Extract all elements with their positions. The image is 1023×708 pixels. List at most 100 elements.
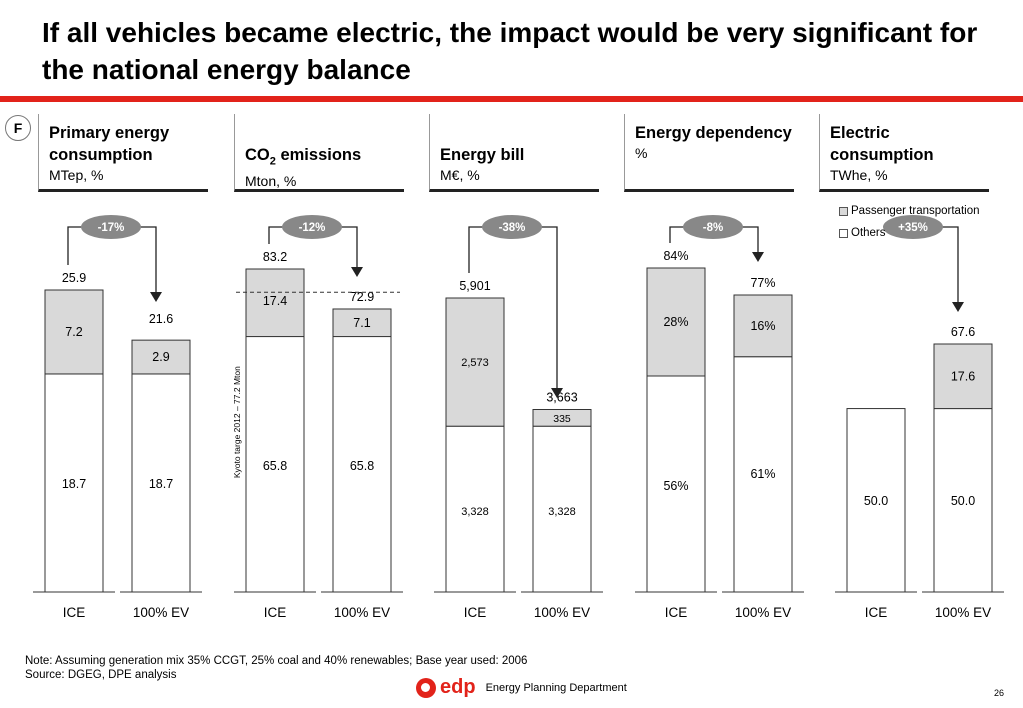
category-label: ICE [63,605,86,620]
panel-header-energy-bill: Energy bill M€, % [429,114,599,192]
category-label: 100% EV [935,605,991,620]
change-connector [468,226,484,273]
note-text: Note: Assuming generation mix 35% CCGT, … [25,655,528,667]
kyoto-reference-label: Kyoto targe 2012 – 77.2 Mton [232,366,242,478]
data-label-others: 50.0 [864,494,888,508]
total-label: 5,901 [459,279,490,293]
bar-others [332,336,392,593]
change-label: -38% [499,222,526,234]
change-arrow-shaft [941,226,959,303]
change-arrow-shaft [340,226,358,268]
category-label: ICE [865,605,888,620]
page-number: 26 [994,688,1005,698]
total-label: 21.6 [149,312,173,326]
change-arrow-head [351,267,363,277]
data-label-passenger: 7.1 [353,316,370,330]
data-label-others: 56% [663,479,688,493]
panel-title: Primary energy consumption [49,124,170,164]
bar-passenger [646,267,706,377]
bar-others [646,375,706,593]
panel-title: CO2 emissions [245,146,362,168]
total-label: 83.2 [263,250,287,264]
category-label: ICE [464,605,487,620]
category-label: 100% EV [534,605,590,620]
change-pill [282,215,342,239]
title-red-rule [0,96,1023,102]
data-label-others: 18.7 [149,477,173,491]
slide-title: If all vehicles became electric, the imp… [42,17,978,85]
legend-swatch-grey [839,206,848,216]
department-name: Energy Planning Department [485,681,627,694]
panel-header-energy-dependency: Energy dependency % [624,114,794,192]
category-label: ICE [665,605,688,620]
change-label: -17% [98,222,125,234]
total-label: 84% [663,249,688,263]
bar-others [445,425,505,593]
data-label-passenger: 28% [663,315,688,329]
change-label: -8% [703,222,723,234]
change-pill [482,215,542,239]
data-label-passenger: 2.9 [152,350,169,364]
change-connector [67,226,83,265]
change-connector [268,226,284,244]
data-label-passenger: 17.4 [263,294,287,308]
legend-item-others: Others [839,222,980,244]
panel-title: Energy bill [440,146,525,164]
bar-passenger [532,409,592,427]
bar-passenger [44,289,104,375]
data-label-passenger: 17.6 [951,369,975,383]
change-arrow-head [752,252,764,262]
data-label-passenger: 2,573 [461,357,489,369]
legend-item-passenger: Passenger transportation [839,200,980,222]
panel-unit: TWhe, % [830,167,888,183]
change-pill [683,215,743,239]
change-pill [81,215,141,239]
legend: Passenger transportation Others [839,200,980,244]
legend-label: Others [851,227,886,239]
bar-passenger [733,294,793,358]
change-arrow-shaft [540,226,558,389]
panel-header-co2: CO2 emissions Mton, % [234,114,404,192]
footer-brand: edp Energy Planning Department [416,676,627,699]
data-label-others: 65.8 [263,459,287,473]
bar-passenger [332,308,392,338]
legend-label: Passenger transportation [851,205,980,217]
data-label-passenger: 7.2 [65,325,82,339]
data-label-others: 65.8 [350,459,374,473]
panel-unit: Mton, % [245,173,297,190]
bar-others [44,373,104,593]
panel-unit: M€, % [440,167,480,183]
change-pill [883,215,943,239]
data-label-passenger: 16% [750,319,775,333]
total-label: 67.6 [951,325,975,339]
change-arrow-head [952,302,964,312]
panel-unit: MTep, % [49,167,104,183]
change-connector [669,226,685,243]
data-label-others: 50.0 [951,494,975,508]
panel-title: Electric consumption [830,124,934,164]
change-arrow-head [150,292,162,302]
panel-unit: % [635,145,648,161]
data-label-others: 3,328 [548,506,576,518]
total-label: 3,663 [546,391,577,405]
bar-passenger [131,339,191,375]
bar-others [245,336,305,593]
bar-passenger [245,268,305,338]
data-label-others: 3,328 [461,506,489,518]
bar-passenger [933,343,993,410]
panel-header-electric: Electric consumption TWhe, % [819,114,989,192]
bar-passenger [445,297,505,427]
data-label-others: 18.7 [62,477,86,491]
category-label: 100% EV [133,605,189,620]
edp-logo-icon [416,677,436,698]
panel-header-primary-energy: Primary energy consumption MTep, % [38,114,208,192]
change-arrow-head [551,388,563,398]
bar-others [846,408,906,593]
change-arrow-shaft [741,226,759,253]
panel-title: Energy dependency [635,124,792,142]
section-badge: F [5,115,31,141]
footnote: Note: Assuming generation mix 35% CCGT, … [25,654,527,682]
category-label: 100% EV [334,605,390,620]
change-label: +35% [898,222,928,234]
